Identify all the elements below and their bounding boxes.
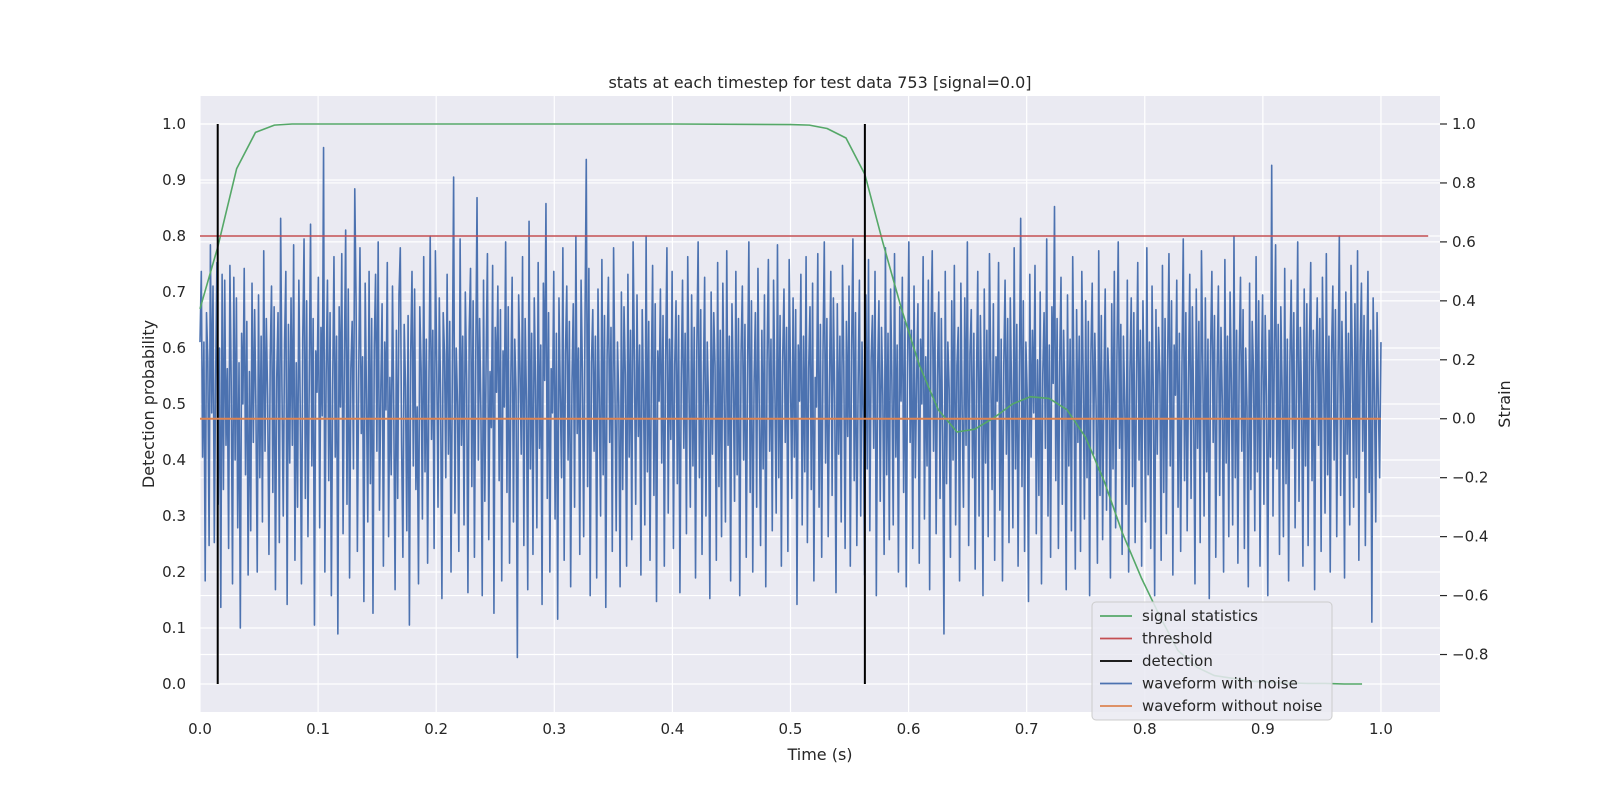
x-tick-label: 1.0: [1369, 720, 1393, 738]
y2-tick-label: −0.8: [1452, 646, 1488, 664]
x-tick-label: 0.2: [424, 720, 448, 738]
y2-tick-label: 1.0: [1452, 115, 1476, 133]
x-tick-label: 0.7: [1015, 720, 1039, 738]
chart-title: stats at each timestep for test data 753…: [608, 73, 1031, 92]
x-tick-label: 0.1: [306, 720, 330, 738]
legend-entry: threshold: [1142, 630, 1213, 648]
y2-tick-label: −0.2: [1452, 469, 1488, 487]
y-tick-label: 0.3: [162, 507, 186, 525]
legend-entry: signal statistics: [1142, 607, 1258, 625]
y-tick-label: 0.9: [162, 171, 186, 189]
y2-tick-label: −0.6: [1452, 587, 1488, 605]
y-tick-label: 1.0: [162, 115, 186, 133]
y-tick-label: 0.8: [162, 227, 186, 245]
y-tick-label: 0.7: [162, 283, 186, 301]
y2-tick-label: 0.6: [1452, 233, 1476, 251]
x-tick-label: 0.3: [542, 720, 566, 738]
y2-axis-label: Strain: [1495, 380, 1514, 427]
y-tick-label: 0.6: [162, 339, 186, 357]
x-tick-label: 0.8: [1133, 720, 1157, 738]
legend-entry: waveform without noise: [1142, 697, 1322, 715]
legend-box: [1091, 601, 1333, 721]
legend-entry: detection: [1142, 652, 1213, 670]
x-axis-label: Time (s): [786, 745, 852, 764]
legend-entry: waveform with noise: [1142, 675, 1298, 693]
y-tick-label: 0.2: [162, 563, 186, 581]
x-tick-label: 0.4: [660, 720, 684, 738]
y-tick-label: 0.0: [162, 675, 186, 693]
legend: signal statistics threshold detection wavef…: [1091, 601, 1333, 721]
y-tick-label: 0.5: [162, 395, 186, 413]
y2-tick-label: 0.4: [1452, 292, 1476, 310]
ticks: 0.0 0.1 0.2 0.3 0.4 0.5 0.6 0.7 0.8 0.9 1.0 0.0 0.1 0…: [162, 115, 1488, 738]
x-tick-label: 0.9: [1251, 720, 1275, 738]
series-waveform-with-noise: [199, 146, 1382, 659]
x-tick-label: 0.6: [897, 720, 921, 738]
y2-tick-label: 0.0: [1452, 410, 1476, 428]
y-tick-label: 0.4: [162, 451, 186, 469]
y2-tick-label: 0.2: [1452, 351, 1476, 369]
x-tick-label: 0.5: [779, 720, 803, 738]
y2-tick-label: 0.8: [1452, 174, 1476, 192]
y-axis-label: Detection probability: [139, 320, 158, 488]
y2-tick-label: −0.4: [1452, 528, 1488, 546]
x-tick-label: 0.0: [188, 720, 212, 738]
y-tick-label: 0.1: [162, 619, 186, 637]
